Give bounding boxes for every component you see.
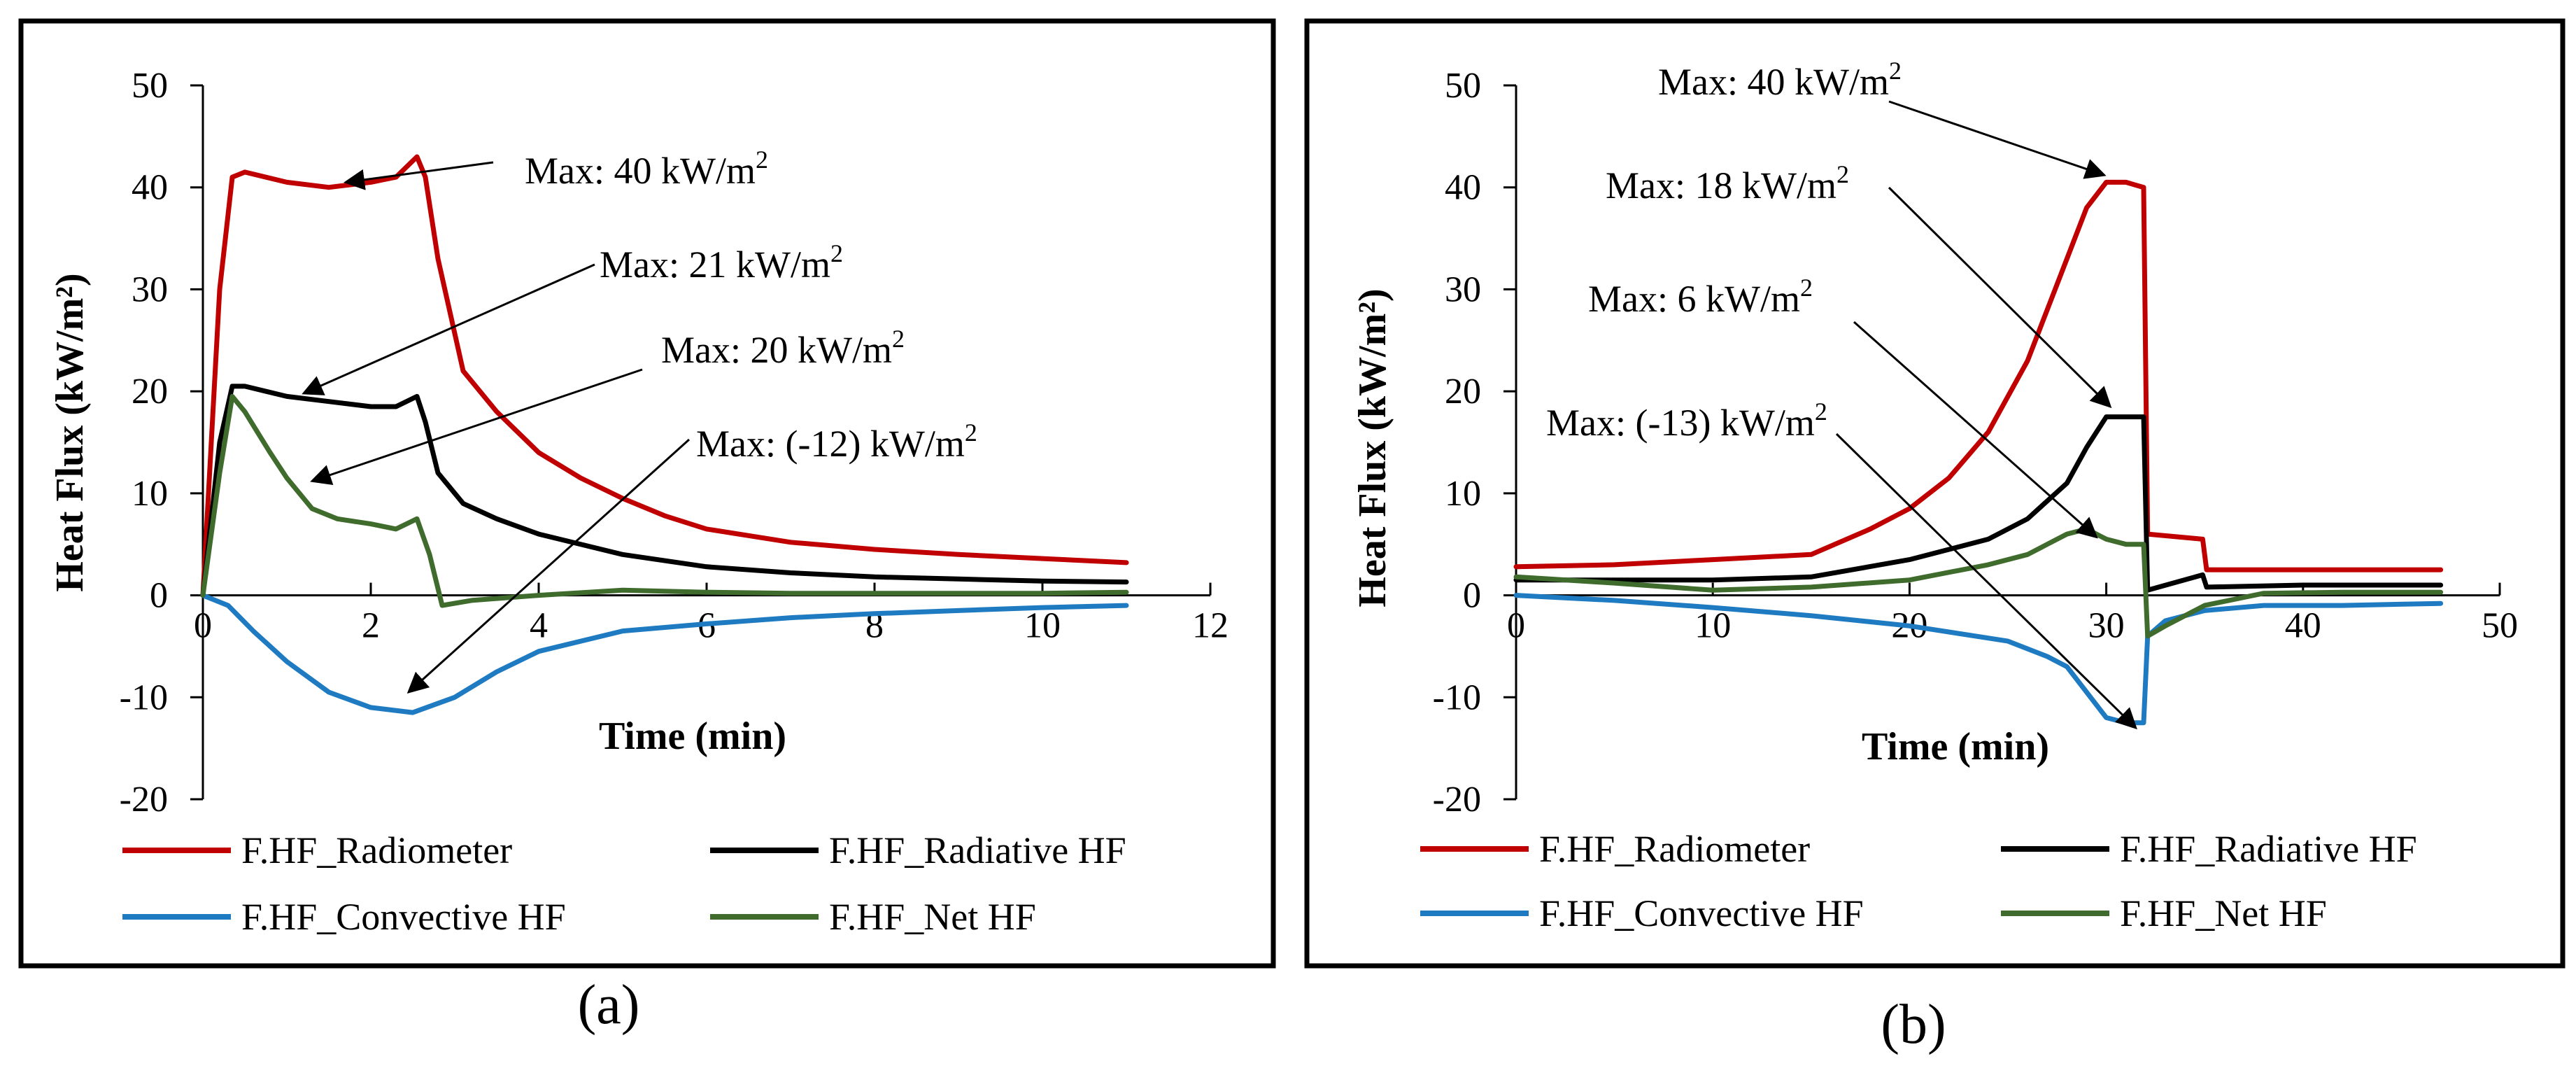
panel-a-annotation-text: Max: 21 kW/m2 xyxy=(600,239,843,286)
panel-b-y-tick-label: -20 xyxy=(1433,780,1481,820)
panel-b-annotations: Max: 40 kW/m2 Max: 18 kW/m2 Max: 6 kW/m2 Ma… xyxy=(1546,57,2137,730)
panel-a-annotation-text: Max: 40 kW/m2 xyxy=(525,146,768,192)
panel-a-annotation-arrow xyxy=(406,438,691,694)
panel-b-legend-label: F.HF_Net HF xyxy=(2120,892,2327,934)
panel-b-y-tick-label: -10 xyxy=(1433,677,1481,717)
panel-a-border xyxy=(18,18,1276,969)
panel-b-y-tick-label: 50 xyxy=(1445,66,1481,106)
panel-a-x-tick-label: 2 xyxy=(362,606,380,646)
panel-b-x-tick-label: 10 xyxy=(1694,606,1731,646)
panel-a-y-tick-label: 0 xyxy=(150,576,168,616)
panel-a-legend-label: F.HF_Radiative HF xyxy=(829,829,1126,871)
panel-b-annotation-arrow xyxy=(1888,100,2107,179)
panel-a-legend-label: F.HF_Convective HF xyxy=(241,896,566,938)
panel-a-annotation-arrow xyxy=(302,263,595,395)
panel-a-annotation-text: Max: 20 kW/m2 xyxy=(661,325,905,371)
panel-b-annotation-arrow xyxy=(1835,433,2137,730)
panel-a-series-f-hf-convective-hf xyxy=(200,593,1129,715)
panel-b-y-tick-label: 10 xyxy=(1445,474,1481,514)
panel-b-annotation-text: Max: (-13) kW/m2 xyxy=(1546,398,1827,444)
panel-b-legend: F.HF_Radiometer F.HF_Radiative HF F.HF_Con… xyxy=(1420,828,2417,934)
panel-b-y-axis-title: Heat Flux (kW/m²) xyxy=(1351,288,1394,607)
panel-b-annotation-arrow xyxy=(1853,321,2098,539)
panel-a-legend-label: F.HF_Radiometer xyxy=(241,829,512,871)
panel-a-y-tick-label: -20 xyxy=(120,780,168,820)
panel-b-series-f-hf-convective-hf xyxy=(1513,593,2444,726)
panel-a-y-tick-label: 50 xyxy=(132,66,168,106)
panel-b-legend-label: F.HF_Radiometer xyxy=(1539,828,1810,870)
panel-a-annotation-arrow xyxy=(310,368,643,485)
panel-a-annotation-arrow xyxy=(344,161,494,190)
panel-b-border xyxy=(1304,18,2566,969)
panel-b-x-tick-label: 30 xyxy=(2088,606,2125,646)
panel-a-y-tick-label: 20 xyxy=(132,372,168,412)
panel-a-x-tick-label: 10 xyxy=(1024,606,1061,646)
panel-b-annotation-text: Max: 40 kW/m2 xyxy=(1658,57,1902,103)
panel-a-legend: F.HF_Radiometer F.HF_Radiative HF F.HF_Con… xyxy=(122,829,1126,938)
panel-b-y-tick-label: 40 xyxy=(1445,168,1481,208)
panel-b-y-tick-label: 20 xyxy=(1445,372,1481,412)
panel-a-y-tick-label: 30 xyxy=(132,269,168,309)
panel-b-legend-label: F.HF_Convective HF xyxy=(1539,892,1864,934)
panel-b-annotation-arrow xyxy=(1888,186,2112,409)
caption-a: (a) xyxy=(578,974,640,1036)
panel-b-annotation-text: Max: 18 kW/m2 xyxy=(1606,160,1849,206)
panel-b-annotation-text: Max: 6 kW/m2 xyxy=(1588,274,1813,320)
panel-a-x-axis-title: Time (min) xyxy=(599,715,786,758)
panel-a-x-tick-label: 0 xyxy=(194,606,212,646)
panel-a-series-f-hf-radiative-hf xyxy=(200,384,1129,598)
panel-b-series-f-hf-radiometer xyxy=(1513,179,2444,572)
panel-b-y-tick-label: 0 xyxy=(1463,576,1481,616)
panel-a-annotations: Max: 40 kW/m2 Max: 21 kW/m2 Max: 20 kW/m2 M… xyxy=(302,146,977,694)
panel-b-x-tick-label: 0 xyxy=(1507,606,1525,646)
panel-a-y-axis-title: Heat Flux (kW/m²) xyxy=(48,273,92,591)
panel-a-series xyxy=(200,154,1129,715)
panel-b-x-axis-title: Time (min) xyxy=(1862,725,2049,768)
panel-a-y-tick-label: -10 xyxy=(120,677,168,717)
panel-b-x-tick-label: 50 xyxy=(2482,606,2518,646)
panel-a-series-f-hf-radiometer xyxy=(200,154,1129,598)
panel-a-y-tick-label: 40 xyxy=(132,168,168,208)
panel-b-legend-label: F.HF_Radiative HF xyxy=(2120,828,2417,870)
panel-b-x-tick-label: 40 xyxy=(2285,606,2321,646)
panel-a-x-tick-label: 4 xyxy=(530,606,548,646)
panel-a-annotation-text: Max: (-12) kW/m2 xyxy=(696,419,977,465)
panel-a-x-tick-label: 12 xyxy=(1192,606,1229,646)
caption-b: (b) xyxy=(1881,994,1946,1055)
panel-b-y-tick-label: 30 xyxy=(1445,269,1481,309)
panel-b-series-f-hf-radiative-hf xyxy=(1513,414,2444,593)
panel-a-legend-label: F.HF_Net HF xyxy=(829,896,1036,938)
panel-a-series-f-hf-net-hf xyxy=(200,393,1129,608)
panel-a-y-tick-label: 10 xyxy=(132,474,168,514)
